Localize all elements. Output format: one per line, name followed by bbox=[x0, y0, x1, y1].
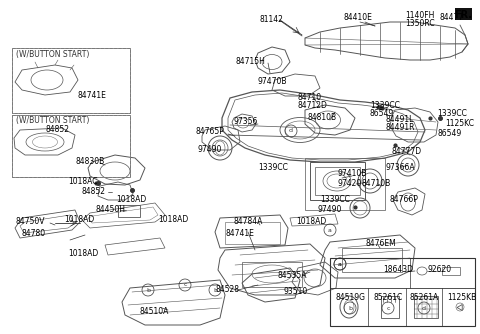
Bar bbox=[12, 48, 130, 113]
Text: 84765P: 84765P bbox=[195, 128, 224, 137]
Text: 84410E: 84410E bbox=[343, 13, 372, 22]
Text: 84750V: 84750V bbox=[16, 217, 46, 226]
Text: 97470B: 97470B bbox=[258, 77, 288, 87]
Text: 1125KB: 1125KB bbox=[447, 294, 476, 303]
Text: 1339CC: 1339CC bbox=[437, 110, 467, 119]
Text: 84710B: 84710B bbox=[362, 178, 391, 187]
Text: 97366A: 97366A bbox=[385, 164, 415, 172]
Text: 1018AD: 1018AD bbox=[158, 215, 188, 224]
Bar bbox=[310, 162, 365, 200]
Text: 84510A: 84510A bbox=[140, 308, 169, 317]
Text: 97490: 97490 bbox=[198, 146, 222, 155]
Text: 85261C: 85261C bbox=[373, 294, 402, 303]
Bar bbox=[118, 205, 140, 217]
Text: 84528: 84528 bbox=[216, 286, 240, 295]
Text: 1339CC: 1339CC bbox=[320, 195, 350, 204]
Text: 84777D: 84777D bbox=[392, 148, 422, 157]
Text: b: b bbox=[348, 306, 352, 311]
Bar bbox=[225, 222, 280, 244]
Bar bbox=[242, 262, 302, 287]
Text: a: a bbox=[338, 262, 342, 267]
Text: 8476EM: 8476EM bbox=[365, 239, 396, 248]
Text: 84810B: 84810B bbox=[308, 114, 337, 123]
Bar bbox=[414, 296, 438, 318]
Text: (W/BUTTON START): (W/BUTTON START) bbox=[16, 117, 89, 126]
Bar bbox=[12, 115, 130, 177]
Text: 86549: 86549 bbox=[438, 130, 462, 139]
Text: 84715H: 84715H bbox=[236, 57, 266, 66]
Text: 84450H: 84450H bbox=[96, 205, 126, 214]
Text: 1018AD: 1018AD bbox=[68, 248, 98, 258]
Text: a: a bbox=[338, 262, 342, 267]
Text: 84491R: 84491R bbox=[385, 124, 415, 133]
Text: 1350RC: 1350RC bbox=[405, 19, 434, 28]
Text: 84519G: 84519G bbox=[335, 294, 365, 303]
Text: 1018AD: 1018AD bbox=[64, 215, 94, 224]
Text: 93510: 93510 bbox=[284, 288, 308, 297]
Text: 84710: 84710 bbox=[298, 93, 322, 102]
Text: 1339CC: 1339CC bbox=[370, 101, 400, 110]
Text: 1018AD: 1018AD bbox=[116, 195, 146, 204]
Bar bbox=[381, 296, 399, 318]
Bar bbox=[305, 158, 385, 210]
Text: 1018AC: 1018AC bbox=[68, 177, 97, 186]
Text: a: a bbox=[328, 227, 332, 232]
Text: (W/BUTTON START): (W/BUTTON START) bbox=[16, 49, 89, 58]
Text: d: d bbox=[289, 129, 293, 134]
Text: 1339CC: 1339CC bbox=[258, 164, 288, 172]
Text: 18643D: 18643D bbox=[383, 266, 413, 275]
Bar bbox=[330, 258, 475, 326]
Text: 97356: 97356 bbox=[233, 118, 257, 127]
Bar bbox=[342, 248, 402, 272]
Text: 84852: 84852 bbox=[82, 187, 106, 196]
Text: 84784A: 84784A bbox=[234, 217, 264, 226]
Bar bbox=[315, 167, 360, 195]
Text: 84830B: 84830B bbox=[76, 158, 105, 167]
Text: 97420: 97420 bbox=[338, 178, 362, 187]
Text: 84535A: 84535A bbox=[278, 272, 308, 281]
Text: 84852: 84852 bbox=[46, 126, 70, 135]
Text: FR.: FR. bbox=[454, 10, 472, 20]
Text: 81142: 81142 bbox=[260, 15, 284, 24]
Text: 84780: 84780 bbox=[22, 229, 46, 238]
Bar bbox=[12, 115, 130, 177]
Text: 84741E: 84741E bbox=[225, 229, 254, 238]
Text: 97490: 97490 bbox=[318, 205, 342, 214]
Text: d: d bbox=[422, 306, 426, 311]
Text: 97410B: 97410B bbox=[338, 169, 367, 178]
Text: 84712D: 84712D bbox=[298, 101, 328, 110]
Text: 1140FH: 1140FH bbox=[405, 11, 434, 20]
Text: 84741E: 84741E bbox=[78, 92, 107, 101]
Bar bbox=[12, 48, 130, 113]
Text: 86549: 86549 bbox=[370, 109, 394, 118]
Polygon shape bbox=[460, 8, 472, 20]
Text: 84491L: 84491L bbox=[385, 116, 413, 125]
Text: 85261A: 85261A bbox=[410, 294, 439, 303]
Text: 1018AD: 1018AD bbox=[296, 217, 326, 226]
Bar bbox=[455, 8, 469, 20]
Text: b: b bbox=[213, 288, 217, 293]
Text: 84766P: 84766P bbox=[390, 195, 419, 204]
Bar bbox=[442, 267, 460, 275]
Text: b: b bbox=[146, 288, 150, 293]
Text: 84477: 84477 bbox=[440, 13, 464, 22]
Text: 92620: 92620 bbox=[428, 266, 452, 275]
Text: 1125KC: 1125KC bbox=[445, 120, 474, 129]
Text: c: c bbox=[386, 306, 390, 311]
Text: c: c bbox=[183, 283, 187, 288]
